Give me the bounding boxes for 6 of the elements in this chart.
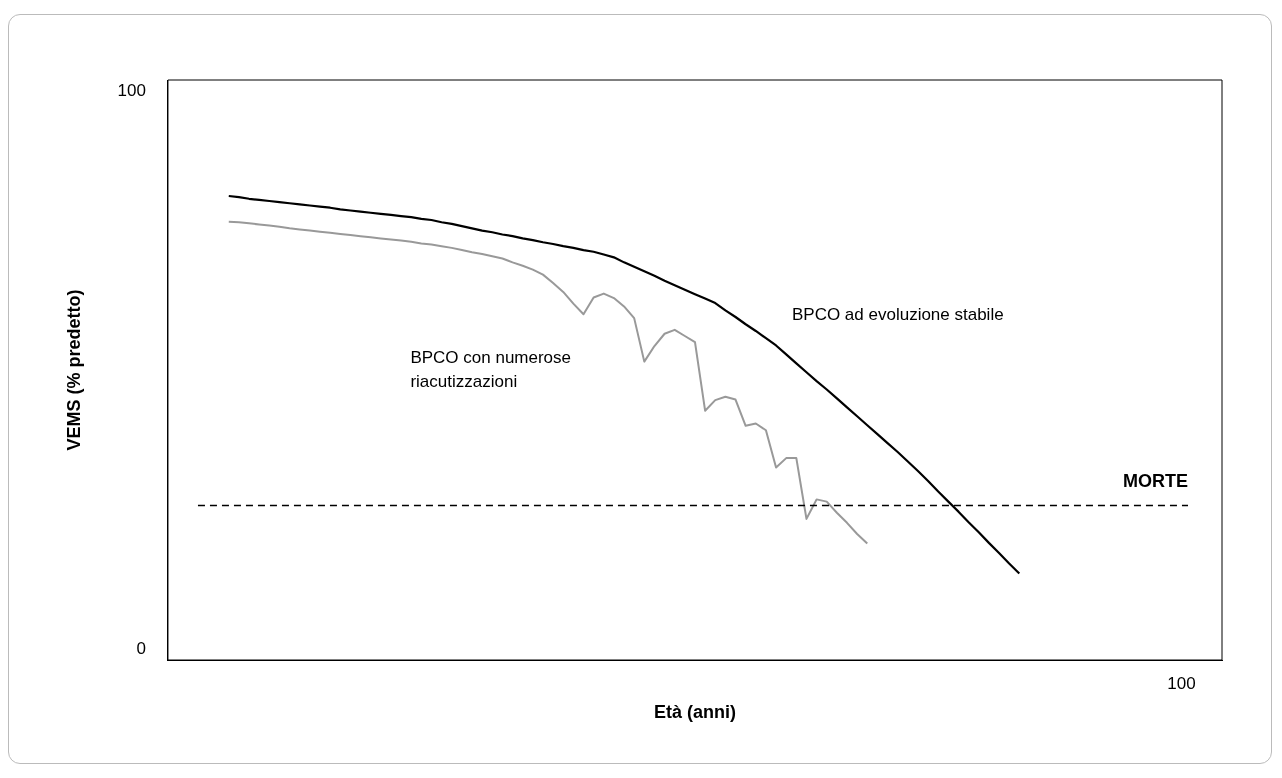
x-axis-title: Età (anni) bbox=[653, 702, 736, 723]
series-label: BPCO ad evoluzione stabile bbox=[791, 304, 1004, 324]
y-axis-title: VEMS (% predetto) bbox=[63, 289, 84, 451]
ref-line-label: MORTE bbox=[1123, 471, 1188, 492]
text: BPCO con numerose riacutizzazioni bbox=[410, 348, 572, 392]
y-tick-label: 0 bbox=[136, 638, 146, 658]
